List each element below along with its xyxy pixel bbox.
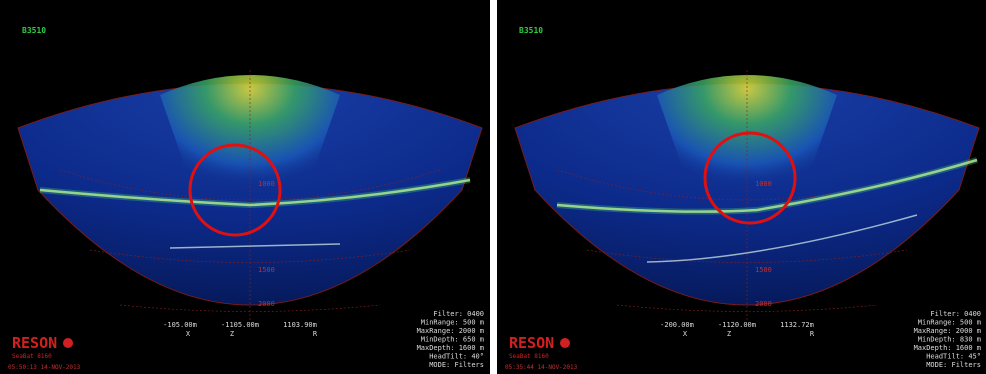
product: SeaBat 8160 [509, 353, 549, 360]
status-indicator: B3510 [22, 26, 46, 35]
timestamp: 05:35:44 14-NOV-2013 [505, 364, 578, 371]
coordinate-value: 1103.90m [283, 321, 317, 329]
screenshot: B3510100015002000-105.00mX-1105.00mZ1103… [0, 0, 986, 374]
logo: RESON [12, 334, 57, 352]
sonar-panel: B3510100015002000-200.00mX-1120.00mZ1132… [497, 0, 986, 374]
range-label: 2000 [258, 300, 275, 308]
setting: MinRange: 500 m [421, 319, 484, 327]
coordinate-value: -105.00m [163, 321, 197, 329]
setting: MinRange: 500 m [918, 319, 981, 327]
range-label: 1000 [258, 180, 275, 188]
status-indicator: B3510 [519, 26, 543, 35]
setting: MODE: Filters [429, 361, 484, 369]
setting: MaxDepth: 1600 m [914, 344, 981, 352]
setting: Filter: 0400 [930, 310, 981, 318]
coordinate-axis: Z [727, 330, 731, 338]
range-label: 1500 [258, 266, 275, 274]
logo: RESON [509, 334, 554, 352]
setting: HeadTilt: 40° [429, 353, 484, 361]
timestamp: 05:50:13 14-NOV-2013 [8, 364, 81, 371]
setting: MinDepth: 830 m [918, 336, 981, 344]
coordinate-value: -1105.00m [221, 321, 259, 329]
sonar-display: B3510100015002000-105.00mX-1105.00mZ1103… [0, 0, 986, 374]
coordinate-value: 1132.72m [780, 321, 814, 329]
range-label: 1500 [755, 266, 772, 274]
coordinate-axis: Z [230, 330, 234, 338]
range-label: 1000 [755, 180, 772, 188]
logo-mark [560, 338, 570, 348]
setting: HeadTilt: 45° [926, 353, 981, 361]
coordinate-value: -1120.00m [718, 321, 756, 329]
sonar-panel: B3510100015002000-105.00mX-1105.00mZ1103… [0, 0, 490, 374]
setting: MODE: Filters [926, 361, 981, 369]
setting: MaxDepth: 1600 m [417, 344, 484, 352]
product: SeaBat 8160 [12, 353, 52, 360]
range-label: 2000 [755, 300, 772, 308]
setting: Filter: 0400 [433, 310, 484, 318]
setting: MinDepth: 650 m [421, 336, 484, 344]
logo-mark [63, 338, 73, 348]
setting: MaxRange: 2000 m [914, 327, 981, 335]
coordinate-value: -200.00m [660, 321, 694, 329]
setting: MaxRange: 2000 m [417, 327, 484, 335]
